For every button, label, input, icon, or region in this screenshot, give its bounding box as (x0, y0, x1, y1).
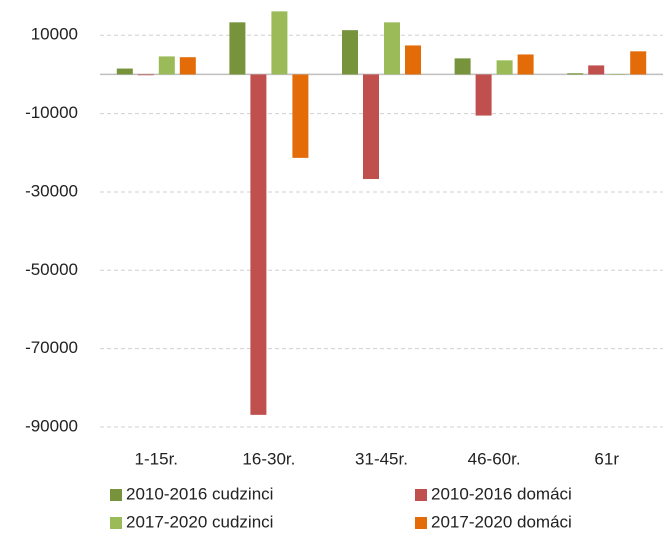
legend-label: 2010-2016 cudzinci (126, 484, 273, 503)
bar (454, 58, 471, 75)
y-tick-label: -90000 (25, 416, 78, 435)
legend-swatch (415, 517, 427, 529)
y-tick-label: 10000 (31, 25, 78, 44)
legend-swatch (110, 489, 122, 501)
x-tick-label: 46-60r. (468, 449, 521, 468)
bar (292, 74, 309, 158)
x-tick-label: 1-15r. (135, 449, 178, 468)
bar (250, 74, 267, 415)
bar (342, 30, 358, 75)
bar (271, 11, 288, 75)
bar (405, 45, 421, 75)
legend-swatch (110, 517, 122, 529)
bar (567, 73, 584, 75)
y-tick-label: -10000 (25, 103, 78, 122)
bar (363, 74, 379, 180)
legend-label: 2017-2020 cudzinci (126, 512, 273, 531)
bar (229, 22, 246, 75)
bar (475, 74, 492, 116)
legend-label: 2010-2016 domáci (431, 484, 572, 503)
x-tick-label: 31-45r. (355, 449, 408, 468)
bar (158, 56, 175, 75)
bar (179, 57, 196, 75)
x-tick-label: 16-30r. (242, 449, 295, 468)
legend-label: 2017-2020 domáci (431, 512, 572, 531)
bar (496, 60, 513, 75)
bar (384, 22, 400, 75)
bar (630, 51, 647, 75)
legend-swatch (415, 489, 427, 501)
y-tick-label: -70000 (25, 338, 78, 357)
bar (588, 65, 605, 75)
y-tick-label: -50000 (25, 260, 78, 279)
bar (116, 68, 133, 75)
x-tick-label: 61r (594, 449, 619, 468)
bar (517, 54, 534, 75)
bar (609, 74, 626, 75)
y-tick-label: -30000 (25, 181, 78, 200)
bar (137, 74, 154, 76)
